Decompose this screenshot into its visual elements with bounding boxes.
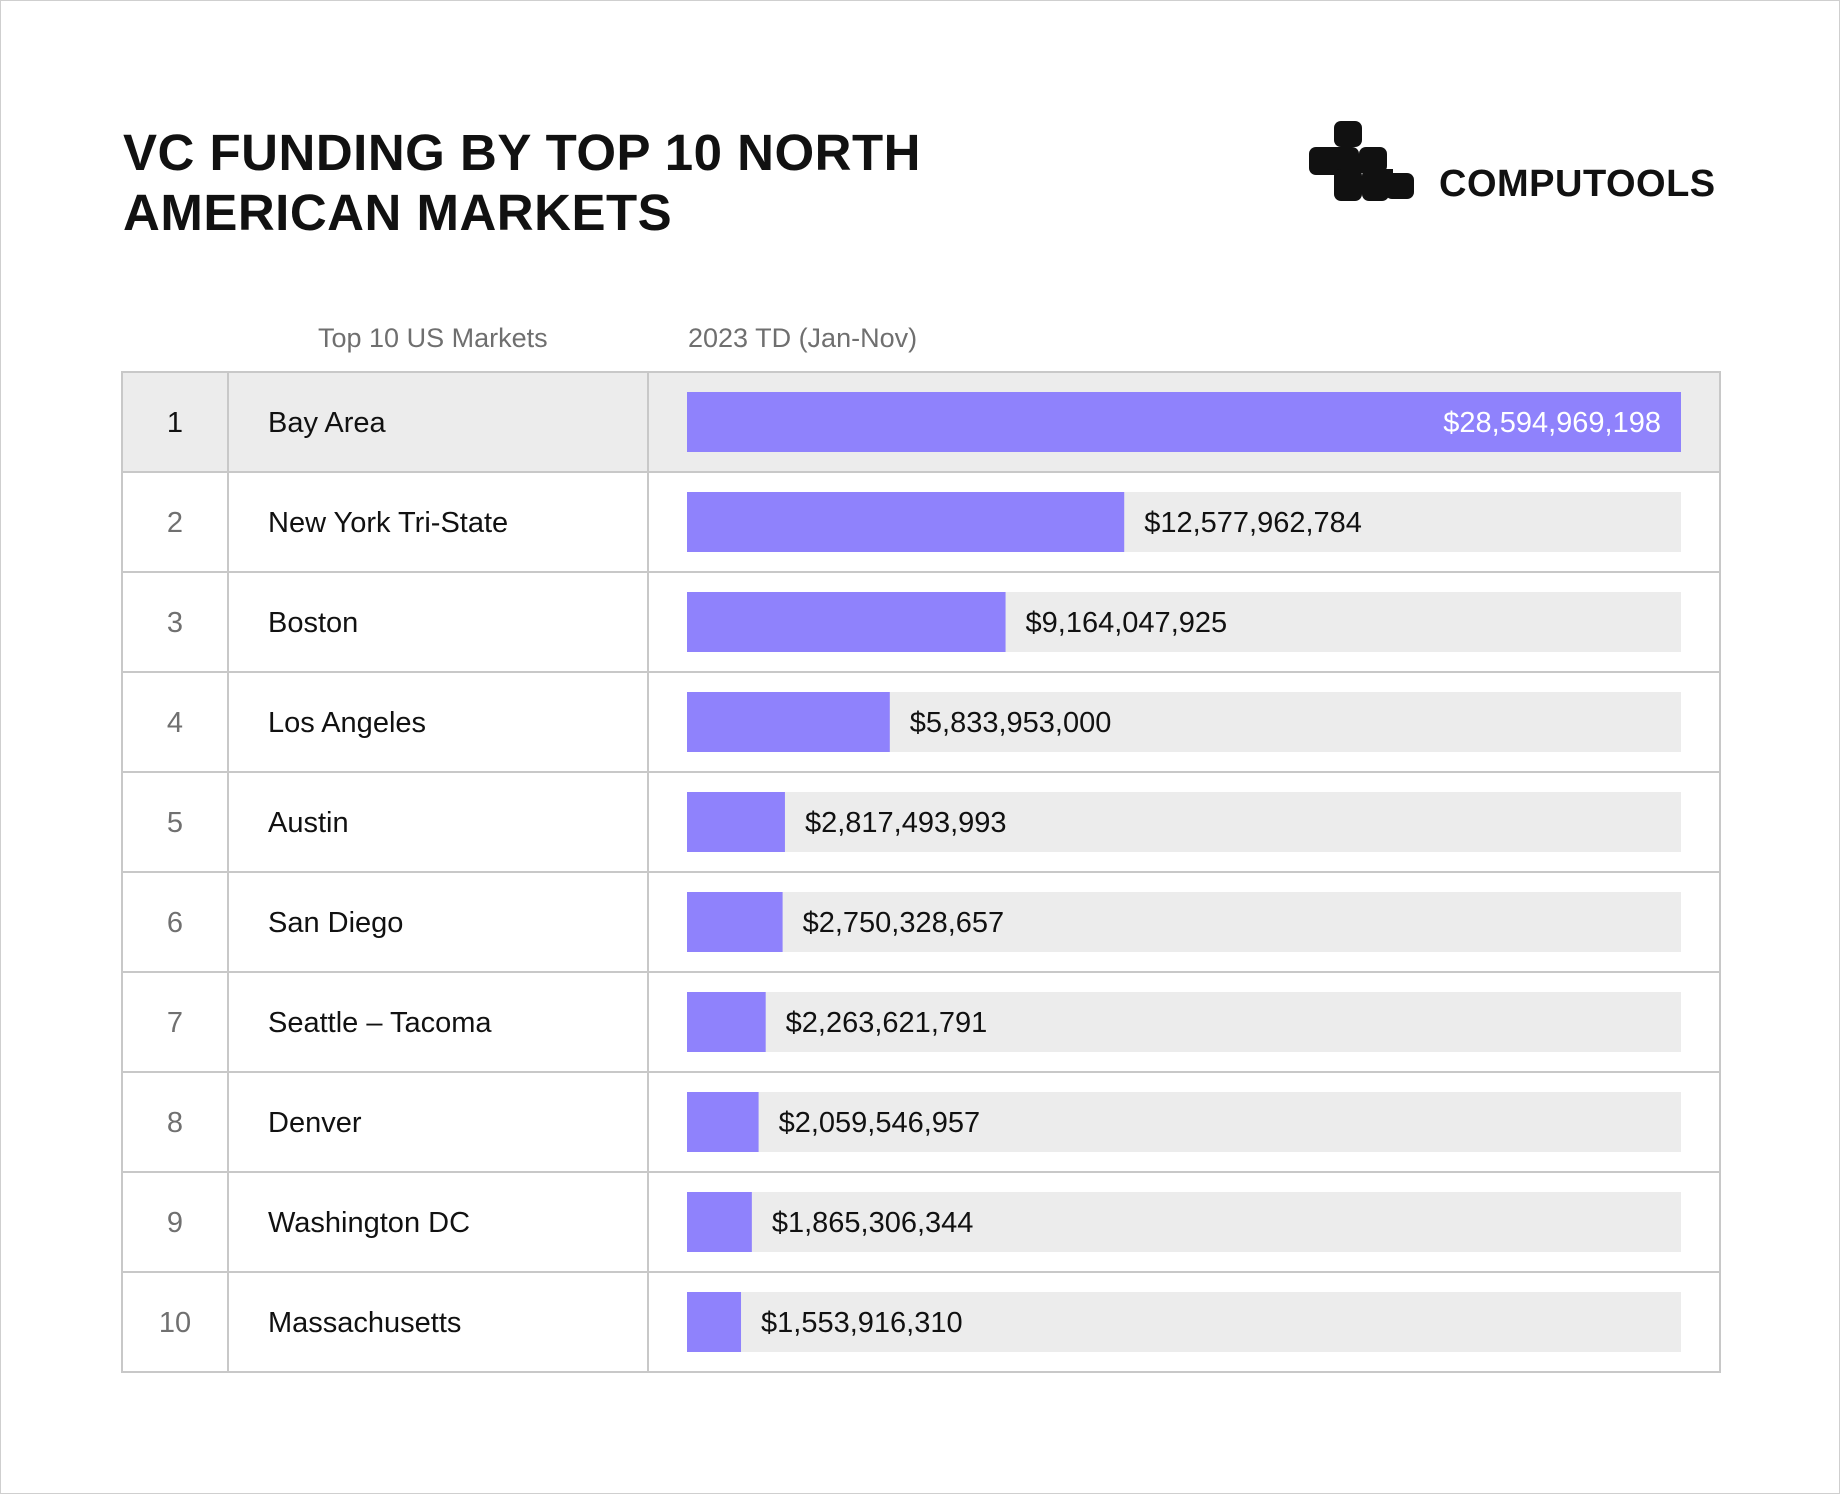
chart-title-line-2: AMERICAN MARKETS [123, 184, 673, 241]
rank-number: 3 [167, 607, 183, 639]
funding-value-label: $2,817,493,993 [805, 807, 1007, 839]
bar-track [687, 1092, 1681, 1152]
funding-bar [687, 792, 785, 852]
funding-bar [687, 892, 783, 952]
brand-logo: COMPUTOOLS [1307, 119, 1727, 209]
bar-track [687, 792, 1681, 852]
chart-title-line-1: VC FUNDING BY TOP 10 NORTH [123, 124, 921, 181]
market-name: Boston [268, 607, 358, 639]
market-name: Washington DC [268, 1207, 470, 1239]
funding-value-label: $1,865,306,344 [772, 1207, 974, 1239]
rank-number: 8 [167, 1107, 183, 1139]
funding-value-label: $9,164,047,925 [1026, 607, 1228, 639]
market-name: Bay Area [268, 407, 387, 439]
bar-track [687, 1192, 1681, 1252]
rank-number: 2 [167, 507, 183, 539]
rank-number: 9 [167, 1207, 183, 1239]
market-name: Seattle – Tacoma [268, 1007, 492, 1039]
market-name: New York Tri-State [268, 507, 508, 539]
column-header-market: Top 10 US Markets [318, 323, 548, 353]
rank-number: 5 [167, 807, 183, 839]
bar-track [687, 892, 1681, 952]
funding-bar [687, 992, 766, 1052]
funding-bar [687, 1292, 742, 1352]
funding-value-label: $12,577,962,784 [1144, 507, 1362, 539]
rank-number: 6 [167, 907, 183, 939]
market-name: San Diego [268, 907, 403, 939]
funding-value-label: $2,750,328,657 [803, 907, 1005, 939]
column-header-value: 2023 TD (Jan-Nov) [688, 323, 918, 353]
rank-number: 1 [167, 407, 183, 439]
rank-number: 4 [167, 707, 183, 739]
rank-number: 7 [167, 1007, 183, 1039]
funding-bar [687, 1092, 759, 1152]
funding-value-label: $5,833,953,000 [910, 707, 1112, 739]
funding-bar [687, 1192, 752, 1252]
funding-bar [687, 692, 890, 752]
funding-value-label: $2,059,546,957 [779, 1107, 981, 1139]
market-name: Los Angeles [268, 707, 426, 739]
funding-value-label: $1,553,916,310 [761, 1307, 963, 1339]
funding-bar [687, 392, 1681, 452]
computools-logo-icon [1309, 121, 1414, 201]
bar-track [687, 992, 1681, 1052]
market-name: Austin [268, 807, 349, 839]
brand-name: COMPUTOOLS [1439, 163, 1716, 205]
funding-bar [687, 492, 1125, 552]
funding-bar [687, 592, 1006, 652]
market-name: Denver [268, 1107, 362, 1139]
funding-value-label: $2,263,621,791 [786, 1007, 988, 1039]
table-border [121, 371, 1721, 1373]
bar-track [687, 1292, 1681, 1352]
rank-number: 10 [159, 1307, 191, 1339]
market-name: Massachusetts [268, 1307, 461, 1339]
funding-value-label: $28,594,969,198 [1443, 407, 1661, 439]
chart-title: VC FUNDING BY TOP 10 NORTH AMERICAN MARK… [123, 123, 921, 243]
